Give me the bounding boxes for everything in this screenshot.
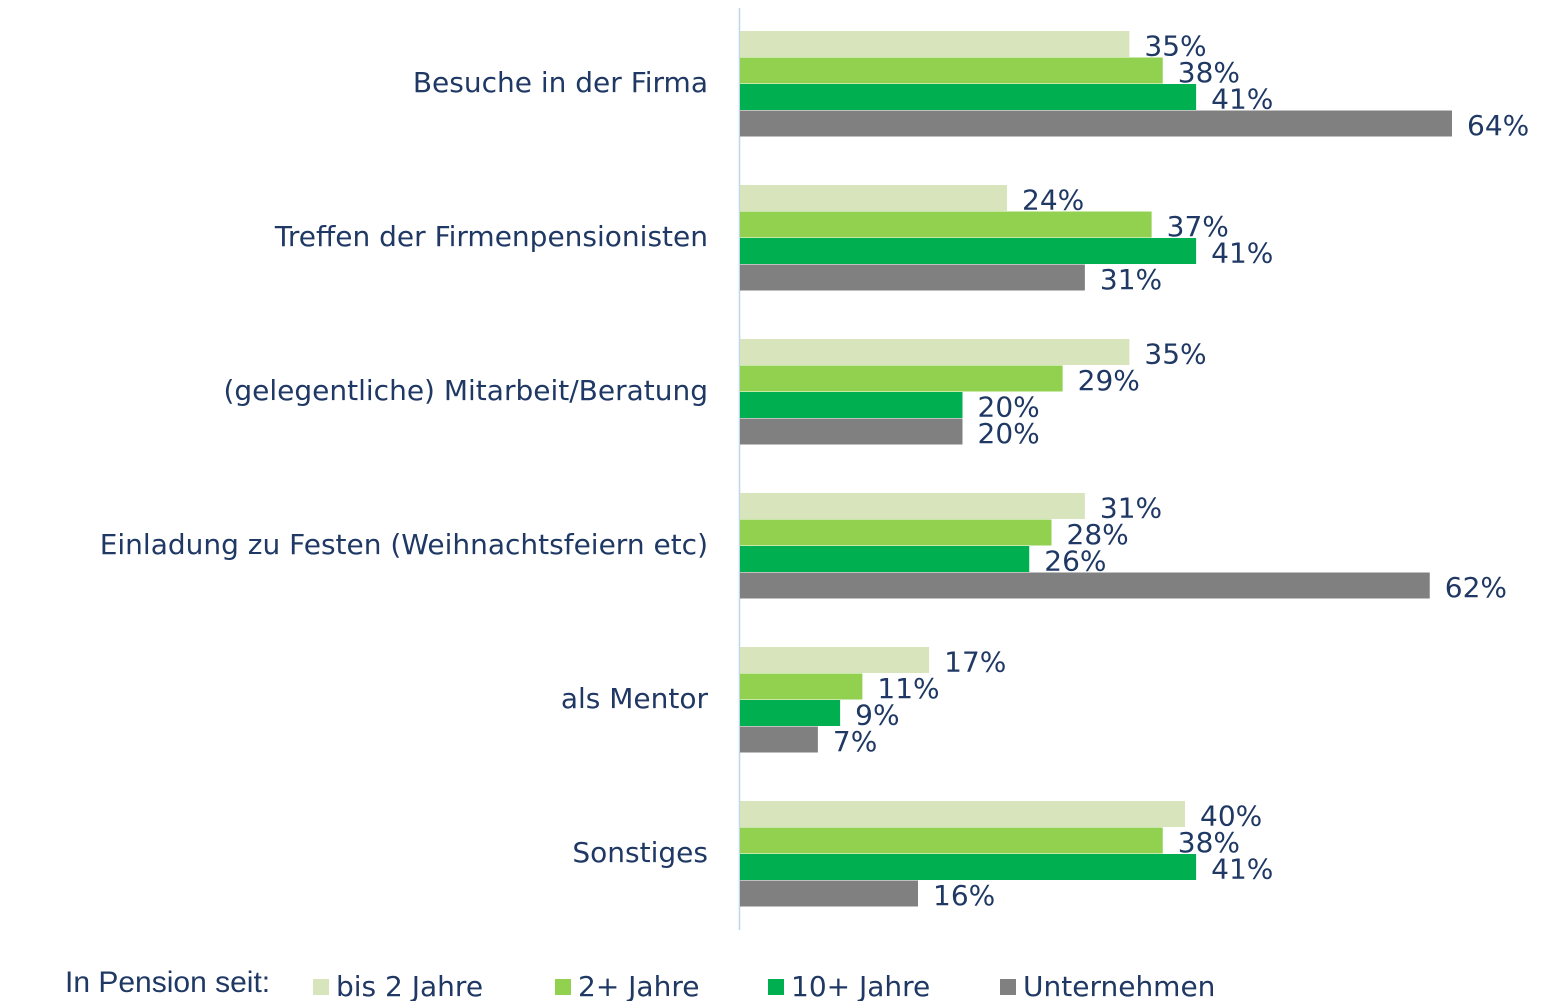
legend-swatch (1000, 979, 1016, 995)
legend-title: In Pension seit: (65, 966, 270, 999)
bar (740, 264, 1085, 291)
bar (740, 726, 818, 753)
value-label: 31% (1100, 263, 1162, 296)
bar (740, 519, 1052, 546)
value-label: 17% (944, 645, 1006, 678)
value-label: 64% (1467, 109, 1529, 142)
value-label: 35% (1144, 29, 1206, 62)
bar (740, 211, 1152, 238)
bar (740, 880, 918, 907)
bar (740, 647, 930, 673)
bar (740, 392, 963, 418)
category-label: Sonstiges (572, 836, 708, 869)
category-label: Besuche in der Firma (413, 66, 708, 99)
bar (740, 700, 841, 726)
legend-swatch (555, 979, 571, 995)
value-label: 7% (833, 725, 877, 758)
category-label: Treffen der Firmenpensionisten (274, 220, 708, 253)
legend-label: 10+ Jahre (791, 970, 930, 1001)
bar (740, 238, 1197, 264)
value-label: 62% (1445, 571, 1507, 604)
value-label: 20% (978, 417, 1040, 450)
value-label: 29% (1078, 364, 1140, 397)
bar (740, 84, 1197, 110)
bar (740, 572, 1430, 599)
value-label: 26% (1044, 544, 1106, 577)
bar (740, 673, 863, 700)
legend-label: Unternehmen (1023, 970, 1215, 1001)
value-label: 35% (1144, 337, 1206, 370)
bar (740, 365, 1063, 392)
legend-label: bis 2 Jahre (336, 970, 483, 1001)
legend-label: 2+ Jahre (578, 970, 699, 1001)
bar (740, 110, 1452, 137)
category-label: Einladung zu Festen (Weihnachtsfeiern et… (100, 528, 708, 561)
value-label: 24% (1022, 183, 1084, 216)
value-label: 16% (933, 879, 995, 912)
value-label: 40% (1200, 799, 1262, 832)
bar (740, 801, 1185, 827)
bar (740, 339, 1130, 365)
category-label: (gelegentliche) Mitarbeit/Beratung (223, 374, 708, 407)
bar (740, 827, 1163, 854)
value-label: 37% (1167, 210, 1229, 243)
bar (740, 418, 963, 445)
legend-swatch (313, 979, 329, 995)
value-label: 28% (1067, 518, 1129, 551)
value-label: 41% (1211, 82, 1273, 115)
value-label: 41% (1211, 852, 1273, 885)
value-label: 11% (877, 672, 939, 705)
bar (740, 57, 1163, 84)
value-label: 38% (1178, 56, 1240, 89)
value-label: 20% (978, 390, 1040, 423)
bar (740, 31, 1130, 57)
bar (740, 493, 1085, 519)
value-label: 9% (855, 698, 899, 731)
category-label: als Mentor (561, 682, 709, 715)
bar (740, 854, 1197, 880)
value-label: 41% (1211, 236, 1273, 269)
bar (740, 546, 1030, 572)
legend-swatch (768, 979, 784, 995)
bar (740, 185, 1007, 211)
value-label: 38% (1178, 826, 1240, 859)
value-label: 31% (1100, 491, 1162, 524)
